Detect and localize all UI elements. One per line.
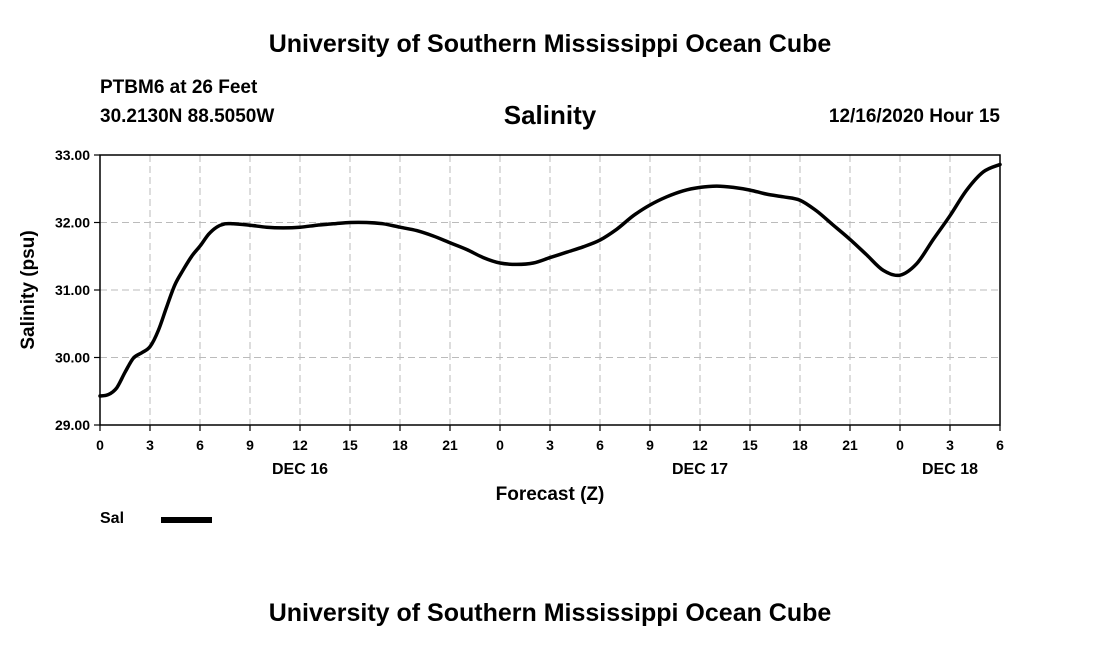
x-tick-label: 9 (646, 437, 654, 453)
x-tick-label: 15 (342, 437, 358, 453)
x-tick-label: 21 (842, 437, 858, 453)
axis-ticks (94, 154, 1001, 431)
axis-tick-labels: 0 3 6 9 12 15 18 21 0 3 6 9 12 15 18 21 0 3 6 29.00 30.00 31.… (55, 147, 1004, 478)
x-tick-label: 21 (442, 437, 458, 453)
forecast-run-time: 12/16/2020 Hour 15 (828, 106, 1000, 127)
chart-grid (100, 155, 1000, 425)
x-tick-label: 6 (196, 437, 204, 453)
x-axis-label: Forecast (Z) (496, 484, 605, 505)
y-tick-label: 31.00 (55, 282, 90, 298)
x-tick-label: 6 (996, 437, 1004, 453)
x-tick-label: 3 (946, 437, 954, 453)
y-axis-label: Salinity (psu) (18, 230, 39, 349)
y-tick-label: 32.00 (55, 215, 90, 231)
x-tick-label: 3 (546, 437, 554, 453)
x-tick-label: 6 (596, 437, 604, 453)
y-tick-label: 33.00 (55, 147, 90, 163)
x-tick-label: 18 (392, 437, 408, 453)
salinity-series-line (98, 162, 1002, 398)
bottom-title: University of Southern Mississippi Ocean… (268, 599, 832, 627)
legend-swatch (161, 517, 212, 523)
day-label: DEC 18 (922, 461, 978, 478)
x-tick-label: 12 (692, 437, 708, 453)
x-tick-label: 0 (896, 437, 904, 453)
y-tick-label: 29.00 (55, 417, 90, 433)
chart-title: Salinity (503, 100, 597, 130)
x-tick-label: 9 (246, 437, 254, 453)
day-label: DEC 17 (672, 461, 728, 478)
day-label: DEC 16 (272, 461, 328, 478)
legend-label: Sal (100, 510, 125, 527)
plot-frame (99, 154, 1001, 426)
y-tick-label: 30.00 (55, 350, 90, 366)
x-tick-label: 0 (496, 437, 504, 453)
station-coordinates: 30.2130N 88.5050W (100, 106, 275, 127)
top-title: University of Southern Mississippi Ocean… (268, 30, 832, 58)
x-tick-label: 12 (292, 437, 308, 453)
x-tick-label: 3 (146, 437, 154, 453)
x-tick-label: 18 (792, 437, 808, 453)
x-tick-label: 0 (96, 437, 104, 453)
station-label: PTBM6 at 26 Feet (100, 77, 258, 98)
x-tick-label: 15 (742, 437, 758, 453)
